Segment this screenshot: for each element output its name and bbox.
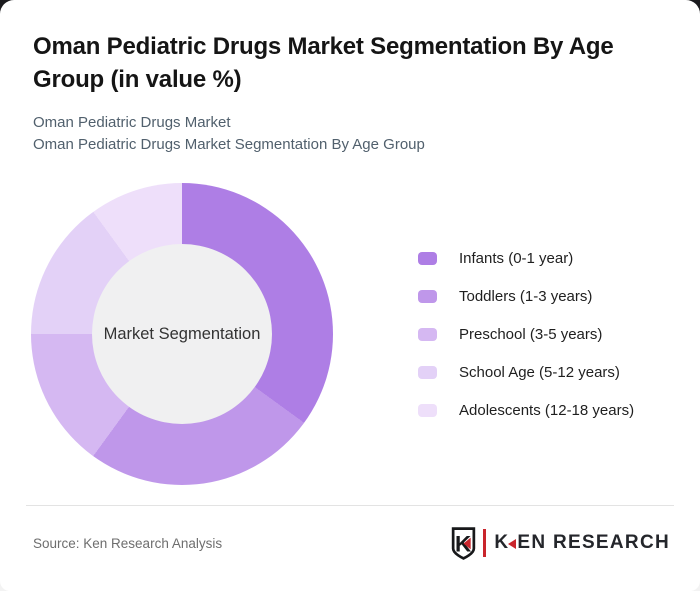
legend-item: Toddlers (1-3 years) [418,288,634,305]
donut-chart: Market Segmentation [31,183,333,485]
svg-text:K: K [455,531,472,556]
legend-label: School Age (5-12 years) [459,364,620,381]
subtitle-block: Oman Pediatric Drugs Market Oman Pediatr… [33,112,425,156]
legend-swatch [418,404,437,417]
legend-label: Toddlers (1-3 years) [459,288,593,305]
source-text: Source: Ken Research Analysis [33,536,223,551]
logo-separator-bar [483,529,487,557]
legend-item: School Age (5-12 years) [418,364,634,381]
subtitle-line-2: Oman Pediatric Drugs Market Segmentation… [33,136,425,153]
legend-item: Infants (0-1 year) [418,250,634,267]
page-title: Oman Pediatric Drugs Market Segmentation… [33,33,614,93]
logo-red-triangle-icon [508,538,517,549]
legend-item: Adolescents (12-18 years) [418,402,634,419]
legend-swatch [418,328,437,341]
ken-research-logo: K K EN RESEARCH [450,524,670,562]
footer-divider [26,505,674,506]
legend-item: Preschool (3-5 years) [418,326,634,343]
legend: Infants (0-1 year) Toddlers (1-3 years) Pr… [418,250,634,419]
logo-wordmark-k: K [494,532,510,553]
legend-swatch [418,290,437,303]
legend-swatch [418,252,437,265]
subtitle-line-1: Oman Pediatric Drugs Market [33,114,231,131]
legend-label: Adolescents (12-18 years) [459,402,635,419]
ken-research-shield-icon: K [452,526,476,560]
logo-wordmark-rest: EN RESEARCH [517,532,670,553]
legend-label: Preschool (3-5 years) [459,326,603,343]
donut-center-label: Market Segmentation [103,324,261,343]
legend-label: Infants (0-1 year) [459,250,574,267]
donut-center: Market Segmentation [92,244,272,424]
legend-swatch [418,366,437,379]
logo-wordmark: K EN RESEARCH [494,532,670,554]
